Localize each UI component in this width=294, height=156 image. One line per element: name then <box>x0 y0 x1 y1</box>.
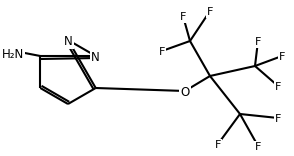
Text: O: O <box>181 86 190 99</box>
Text: F: F <box>275 114 281 124</box>
Text: N: N <box>91 51 100 64</box>
Text: F: F <box>159 47 165 57</box>
Text: H₂N: H₂N <box>2 48 24 61</box>
Text: F: F <box>180 12 186 22</box>
Text: F: F <box>255 142 261 152</box>
Text: F: F <box>255 37 261 47</box>
Text: N: N <box>64 35 72 48</box>
Text: F: F <box>207 7 213 17</box>
Text: F: F <box>215 140 221 150</box>
Text: F: F <box>279 52 285 62</box>
Text: F: F <box>275 82 281 92</box>
